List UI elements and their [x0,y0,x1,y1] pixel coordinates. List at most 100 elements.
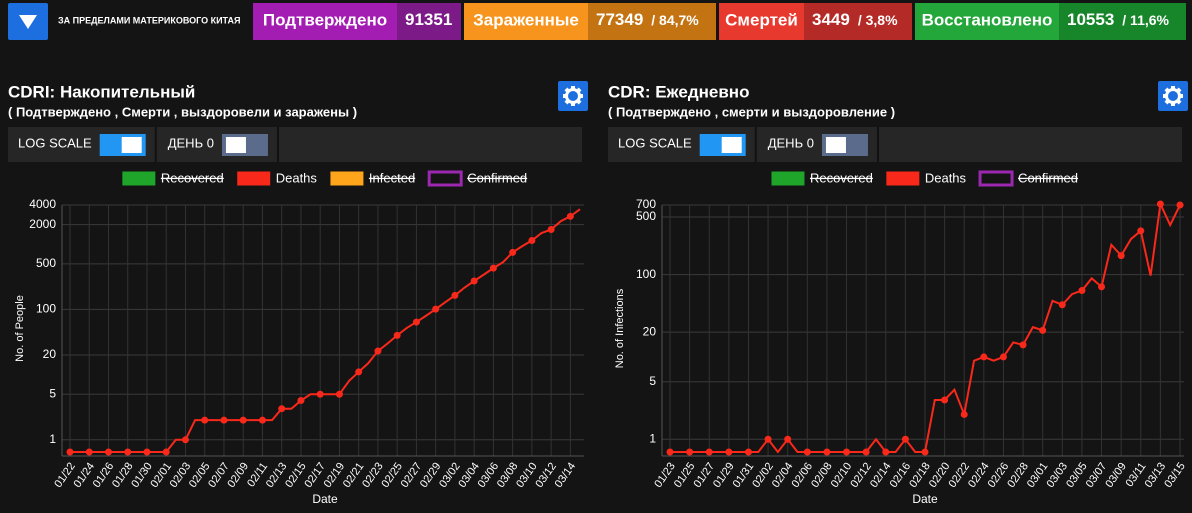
data-point[interactable] [921,448,929,456]
legend-label[interactable]: Confirmed [467,170,527,185]
data-point[interactable] [1019,341,1027,349]
data-point[interactable] [489,264,497,272]
data-point[interactable] [980,353,988,361]
data-point[interactable] [239,416,247,424]
legend-label[interactable]: Recovered [810,170,873,185]
data-point[interactable] [104,448,112,456]
data-point[interactable] [784,435,792,443]
data-point[interactable] [181,436,189,444]
stat-value: 10553 [1067,10,1114,29]
data-point[interactable] [201,416,209,424]
data-point[interactable] [258,416,266,424]
y-tick-label: 20 [643,324,657,338]
legend-label[interactable]: Recovered [161,170,224,185]
data-point[interactable] [316,390,324,398]
y-axis-title: No. of Infections [614,288,626,368]
legend-swatch[interactable] [122,171,156,186]
toggle-label: ДЕНЬ 0 [768,135,814,150]
data-point[interactable] [1098,283,1106,291]
data-point[interactable] [432,305,440,313]
legend-label[interactable]: Deaths [276,170,318,185]
data-point[interactable] [1039,326,1047,334]
toggle-knob [825,137,846,153]
toggle-label: LOG SCALE [618,135,692,150]
data-point[interactable] [451,291,459,299]
data-point[interactable] [66,448,74,456]
data-point[interactable] [528,236,536,244]
data-point[interactable] [124,448,132,456]
toggle-knob [121,137,142,153]
data-point[interactable] [509,248,517,256]
stat-text: 91351 [405,10,452,29]
legend-label[interactable]: Infected [369,170,415,185]
settings-button[interactable] [1158,81,1188,111]
data-point[interactable] [901,435,909,443]
data-point[interactable] [1176,201,1184,209]
legend-swatch[interactable] [237,171,271,186]
data-point[interactable] [1117,252,1125,260]
data-point[interactable] [220,416,228,424]
stat-label-bg [915,3,1059,40]
stat-value-bg [1059,3,1186,40]
stat-label: Смертей [725,10,798,29]
region-label: ЗА ПРЕДЕЛАМИ МАТЕРИКОВОГО КИТАЯ [58,15,240,25]
y-tick-label: 500 [36,256,56,270]
data-point[interactable] [393,331,401,339]
data-point[interactable] [297,397,305,405]
data-point[interactable] [335,390,343,398]
legend-swatch[interactable] [330,171,364,186]
data-point[interactable] [764,435,772,443]
data-point[interactable] [547,226,555,234]
data-point[interactable] [744,448,752,456]
data-point[interactable] [1156,200,1164,208]
data-point[interactable] [162,448,170,456]
toolbar [608,127,1182,162]
dropdown-arrow [19,15,37,29]
chart-title: CDRI: Накопительный [8,82,195,101]
data-point[interactable] [143,448,151,456]
stat-label: Зараженные [473,10,579,29]
data-point[interactable] [374,347,382,355]
data-point[interactable] [803,448,811,456]
stat-share: / 11,6% [1122,12,1169,28]
data-point[interactable] [882,448,890,456]
toggle-label: LOG SCALE [18,135,92,150]
data-point[interactable] [1058,301,1066,309]
legend: Recovered Deaths Infected Confirmed [122,170,527,187]
y-tick-label: 1 [649,431,656,445]
stat-value: 3449 [812,10,850,29]
data-point[interactable] [705,448,713,456]
data-point[interactable] [85,448,93,456]
legend-label[interactable]: Deaths [925,170,967,185]
stat-value-bg [804,3,912,40]
data-point[interactable] [862,448,870,456]
data-point[interactable] [725,448,733,456]
data-point[interactable] [566,212,574,220]
data-point[interactable] [278,405,286,413]
legend-swatch[interactable] [978,170,1014,187]
y-tick-label: 100 [36,302,56,316]
data-point[interactable] [470,277,478,285]
data-point[interactable] [843,448,851,456]
data-point[interactable] [999,353,1007,361]
data-point[interactable] [823,448,831,456]
toggle-knob [225,137,246,153]
data-point[interactable] [355,368,363,376]
legend-swatch[interactable] [886,171,920,186]
legend-swatch[interactable] [771,171,805,186]
data-point[interactable] [412,318,420,326]
data-point[interactable] [686,448,694,456]
stat-label-bg [253,3,397,40]
stat-label-bg [464,3,588,40]
data-point[interactable] [1137,227,1145,235]
data-point[interactable] [941,396,949,404]
settings-gear [1165,88,1181,104]
data-point[interactable] [666,448,674,456]
data-point[interactable] [960,410,968,418]
data-point[interactable] [1078,287,1086,295]
legend-label[interactable]: Confirmed [1018,170,1078,185]
legend-swatch[interactable] [427,170,463,187]
settings-button[interactable] [558,81,588,111]
toolbar [8,127,582,162]
chart-subtitle: ( Подтверждено , смерти и выздоровление … [608,104,895,119]
